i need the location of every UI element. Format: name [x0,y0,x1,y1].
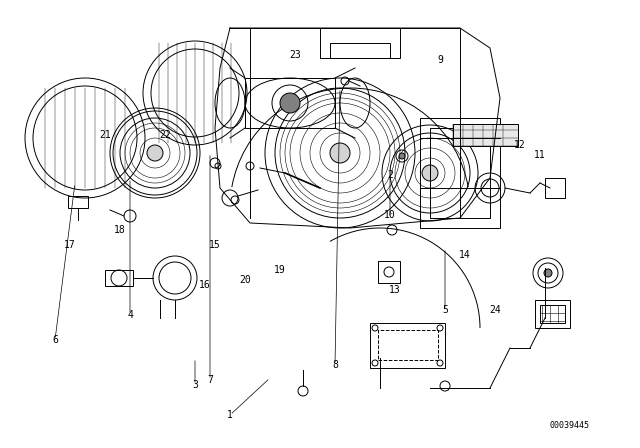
Circle shape [280,93,300,113]
Text: 14: 14 [459,250,471,260]
Bar [105,270,133,286]
Circle shape [422,165,438,181]
Text: 3: 3 [192,380,198,390]
Bar [320,28,400,58]
Bar [370,323,445,368]
Text: 18: 18 [114,225,126,235]
Text: 12: 12 [514,140,526,150]
Bar [545,178,565,198]
Text: 19: 19 [274,265,286,275]
Text: 6: 6 [52,335,58,345]
Bar [420,118,500,228]
Text: 20: 20 [239,275,251,285]
Text: 21: 21 [99,130,111,140]
Text: 24: 24 [489,305,501,315]
Text: 15: 15 [209,240,221,250]
Text: 10: 10 [384,210,396,220]
Text: 11: 11 [534,150,546,160]
Text: 13: 13 [389,285,401,295]
Text: 9: 9 [437,55,443,65]
Bar [68,196,88,208]
Polygon shape [215,28,500,228]
Bar [535,300,570,328]
Bar [378,330,438,360]
Text: 4: 4 [127,310,133,320]
Bar [245,78,335,128]
Text: 1: 1 [227,410,233,420]
Bar [330,43,390,58]
Bar [540,305,565,323]
Text: 16: 16 [199,280,211,290]
Text: 8: 8 [332,360,338,370]
Circle shape [147,145,163,161]
Text: 2: 2 [387,170,393,180]
Circle shape [330,143,350,163]
Text: 22: 22 [159,130,171,140]
Bar [430,128,490,218]
Text: 00039445: 00039445 [550,421,590,430]
Circle shape [399,153,405,159]
Circle shape [544,269,552,277]
Bar [378,261,400,283]
Text: 7: 7 [207,375,213,385]
Bar [453,124,518,146]
Text: 5: 5 [442,305,448,315]
Text: 23: 23 [289,50,301,60]
Text: 17: 17 [64,240,76,250]
